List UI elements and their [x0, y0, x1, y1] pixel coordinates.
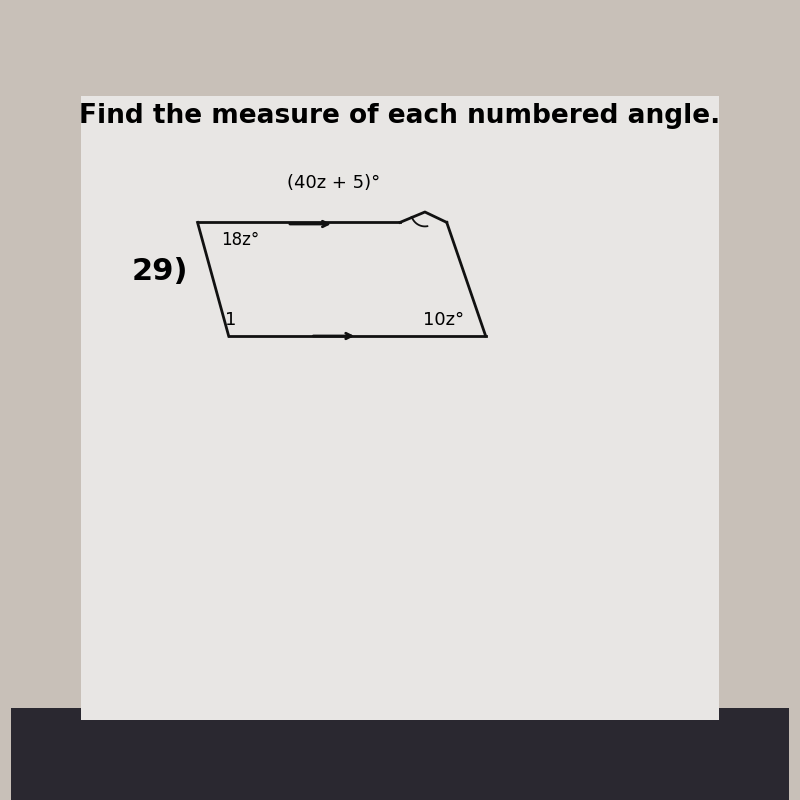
Text: (40z + 5)°: (40z + 5)°	[287, 174, 381, 192]
FancyBboxPatch shape	[81, 96, 719, 720]
FancyBboxPatch shape	[10, 708, 790, 800]
Text: 29): 29)	[131, 258, 188, 286]
Text: Find the measure of each numbered angle.: Find the measure of each numbered angle.	[79, 103, 721, 129]
Text: 1: 1	[225, 311, 236, 329]
Text: 18z°: 18z°	[221, 231, 259, 249]
Text: 10z°: 10z°	[423, 311, 465, 329]
